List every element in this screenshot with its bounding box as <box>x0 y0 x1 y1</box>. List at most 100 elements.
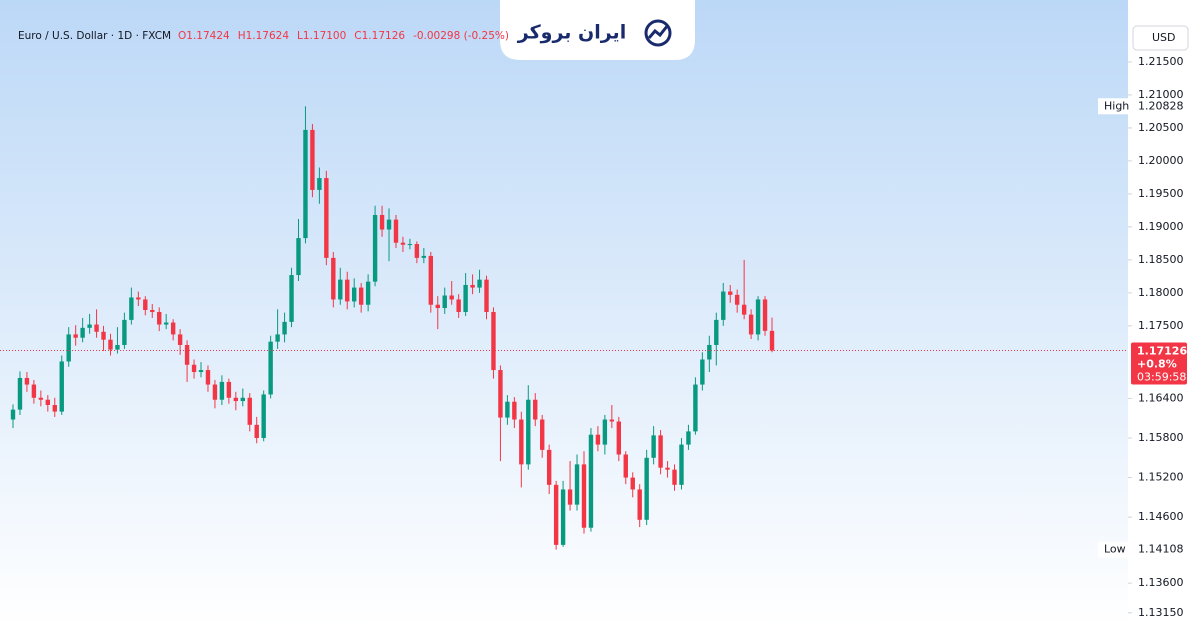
candle-body <box>10 409 16 420</box>
candle-body <box>505 401 510 418</box>
candle-body <box>365 281 371 305</box>
low-marker-box <box>1098 541 1188 558</box>
y-tick-label: 1.17500 <box>1138 319 1184 332</box>
candle-body <box>324 178 329 258</box>
logo-box <box>500 0 695 60</box>
candle-body <box>73 334 78 338</box>
high-marker-value: 1.20828 <box>1138 99 1184 112</box>
y-tick-label: 1.21500 <box>1138 55 1184 68</box>
candle-body <box>338 279 343 300</box>
candle-body <box>519 419 524 465</box>
candle-body <box>317 178 322 190</box>
candle-body <box>38 397 44 400</box>
y-tick-label: 1.20500 <box>1138 121 1184 134</box>
candle-body <box>665 467 670 470</box>
y-tick-label: 1.13600 <box>1138 576 1184 589</box>
currency-button[interactable] <box>1132 25 1189 51</box>
candle-body <box>45 399 51 406</box>
candle-body <box>546 449 552 485</box>
y-tick-label: 1.16400 <box>1138 391 1184 404</box>
y-tick-label: 1.14600 <box>1138 510 1184 523</box>
logo-text: ایران بروکر <box>517 22 626 44</box>
candle-body <box>59 361 64 412</box>
y-tick-label: 1.18500 <box>1138 253 1184 266</box>
candle-body <box>498 370 503 418</box>
candle-body <box>358 287 364 305</box>
candle-body <box>136 297 141 300</box>
candle-body <box>205 370 211 385</box>
candle-body <box>700 359 705 385</box>
candle-body <box>581 464 587 528</box>
candle-body <box>748 314 754 335</box>
y-tick-label: 1.19500 <box>1138 187 1184 200</box>
candle-body <box>184 344 190 365</box>
candle-body <box>150 310 155 312</box>
candle-body <box>421 255 427 258</box>
candle-body <box>540 419 545 450</box>
candle-body <box>651 435 656 458</box>
candle-body <box>219 381 225 400</box>
candle-body <box>533 399 538 420</box>
candle-body <box>560 489 566 545</box>
candle-body <box>352 287 357 302</box>
candle-body <box>623 454 628 478</box>
candle-body <box>686 431 691 445</box>
candle-body <box>672 469 677 485</box>
candle-body <box>170 322 176 335</box>
chart-title: Euro / U.S. Dollar · 1D · FXCM <box>18 30 171 42</box>
candle-body <box>143 299 148 311</box>
candle-body <box>393 219 399 243</box>
low-marker-text: Low <box>1104 543 1126 556</box>
candle-body <box>609 419 615 422</box>
high-marker-box <box>1098 98 1188 115</box>
candle-body <box>456 299 461 312</box>
header-value: H1.17624 <box>238 30 290 42</box>
candle-body <box>449 295 454 300</box>
high-marker-text: High <box>1104 99 1129 112</box>
candle-body <box>721 291 726 320</box>
candle-body <box>734 294 740 305</box>
candle-body <box>101 331 106 340</box>
candle-body <box>108 339 113 350</box>
y-tick-label: 1.13150 <box>1138 606 1184 619</box>
candle-body <box>414 244 420 258</box>
candle-body <box>24 377 30 385</box>
candle-body <box>442 295 447 309</box>
candle-body <box>310 129 315 190</box>
candle-body <box>714 319 719 345</box>
candle-body <box>567 489 573 505</box>
candle-body <box>477 279 482 288</box>
candle-body <box>233 397 239 402</box>
candle-body <box>407 244 413 246</box>
candle-body <box>17 377 23 410</box>
y-tick-label: 1.15200 <box>1138 471 1184 484</box>
candle-body <box>693 384 698 432</box>
candle-body <box>463 284 468 312</box>
candle-body <box>400 242 406 245</box>
low-marker-value: 1.14108 <box>1138 543 1184 556</box>
candle-body <box>254 424 259 438</box>
candle-body <box>240 397 245 402</box>
candle-body <box>80 327 85 338</box>
candle-body <box>129 297 134 320</box>
candle-body <box>484 279 489 312</box>
candle-body <box>769 330 775 351</box>
y-tick-label: 1.20000 <box>1138 154 1184 167</box>
candle-body <box>379 215 385 230</box>
candle-body <box>526 399 531 465</box>
candle-body <box>282 321 287 335</box>
candle-body <box>122 319 127 345</box>
candle-body <box>345 279 350 302</box>
candle-body <box>630 477 635 490</box>
candle-body <box>707 344 712 360</box>
header-value: -0.00298 (-0.25%) <box>413 30 509 42</box>
candle-body <box>435 304 440 309</box>
header-value: L1.17100 <box>297 30 346 42</box>
y-tick-label: 1.19000 <box>1138 220 1184 233</box>
candle-body <box>428 255 433 305</box>
candle-body <box>289 275 294 322</box>
candle-body <box>762 299 768 331</box>
candle-body <box>658 435 663 468</box>
currency-label: USD <box>1152 31 1176 44</box>
